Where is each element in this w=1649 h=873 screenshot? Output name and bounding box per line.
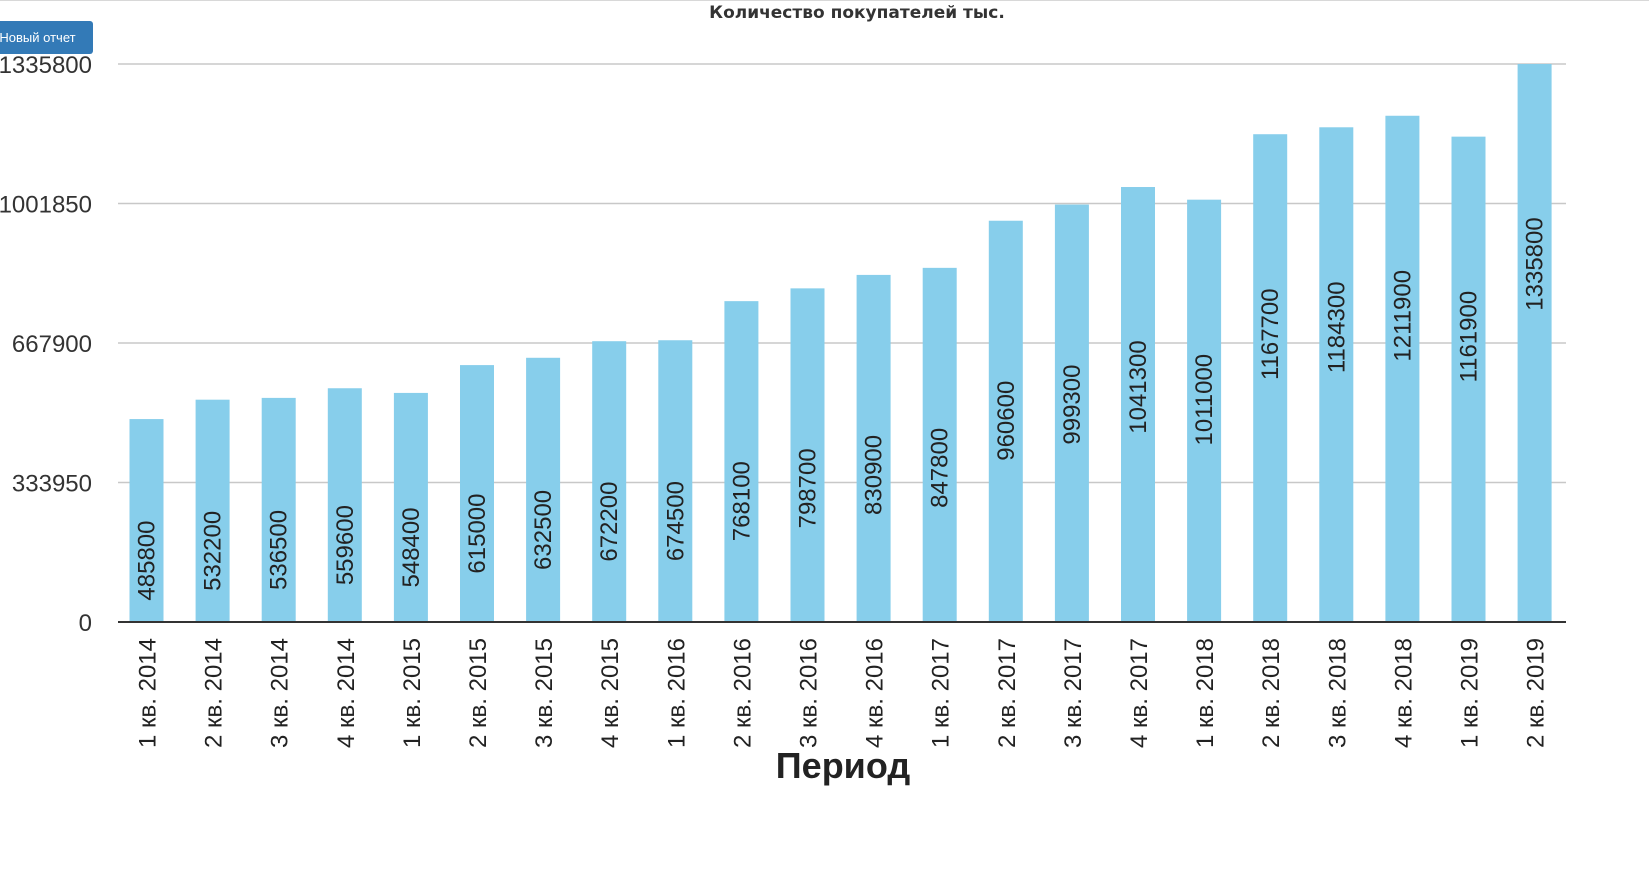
data-label: 1161900 [1456, 291, 1483, 383]
x-axis-ticks: 1 кв. 2014 2 кв. 2014 3 кв. 2014 4 кв. 2014… [135, 638, 1550, 748]
data-label: 1184300 [1323, 281, 1350, 373]
data-label: 536500 [266, 510, 293, 590]
bar [988, 220, 1023, 622]
data-label: 548400 [398, 507, 425, 587]
data-label: 960600 [993, 381, 1020, 461]
bar [460, 365, 494, 622]
bar [922, 267, 957, 622]
y-tick-label: 667900 [12, 331, 92, 358]
bar [1319, 127, 1354, 622]
data-label: 1167700 [1257, 288, 1284, 380]
data-label: 532200 [200, 511, 227, 591]
x-tick-label: 2 кв. 2017 [994, 638, 1021, 748]
x-tick-label: 3 кв. 2018 [1324, 638, 1351, 748]
x-tick-label: 2 кв. 2018 [1258, 638, 1285, 748]
bar [790, 288, 825, 622]
data-label: 615000 [464, 494, 491, 574]
bar [195, 399, 230, 622]
x-tick-label: 1 кв. 2017 [928, 638, 955, 748]
bar [1187, 199, 1222, 622]
bar [658, 340, 693, 622]
data-label: 559600 [332, 505, 359, 585]
bar [724, 301, 759, 622]
data-label: 632500 [530, 490, 557, 570]
x-axis-label: Период [776, 745, 911, 786]
x-tick-label: 4 кв. 2015 [597, 638, 624, 748]
data-label: 1335800 [1522, 217, 1549, 310]
data-label: 1211900 [1389, 270, 1416, 362]
data-label: 485800 [134, 520, 161, 600]
x-tick-label: 2 кв. 2015 [465, 638, 492, 748]
data-labels: 485800 532200 536500 559600 548400 615000 6325… [134, 217, 1549, 600]
x-tick-label: 4 кв. 2017 [1126, 638, 1153, 748]
x-tick-label: 3 кв. 2017 [1060, 638, 1087, 748]
data-label: 768100 [728, 461, 755, 541]
bar [1054, 204, 1089, 623]
y-tick-label: 333950 [12, 471, 92, 498]
bars [129, 64, 1552, 623]
data-label: 1041300 [1125, 340, 1152, 433]
y-tick-label: 0 [79, 610, 92, 637]
new-report-button[interactable]: Новый отчет [0, 21, 93, 54]
data-label: 672200 [596, 482, 623, 562]
bar [129, 419, 164, 622]
y-tick-label: 1335800 [0, 52, 92, 79]
x-tick-label: 1 кв. 2015 [399, 638, 426, 748]
top-border [0, 0, 1649, 1]
x-tick-label: 3 кв. 2014 [267, 638, 294, 748]
x-tick-label: 4 кв. 2018 [1390, 638, 1417, 748]
bar [592, 341, 627, 622]
bar [327, 388, 362, 622]
data-label: 999300 [1059, 365, 1086, 445]
bar [1517, 64, 1552, 622]
x-tick-label: 2 кв. 2014 [201, 638, 228, 748]
y-tick-label: 1001850 [0, 192, 92, 219]
x-tick-label: 4 кв. 2016 [862, 638, 889, 748]
bar [261, 397, 296, 622]
chart-title: Количество покупателей тыс. [709, 3, 1005, 23]
x-tick-label: 4 кв. 2014 [333, 638, 360, 748]
x-tick-label: 2 кв. 2019 [1523, 638, 1550, 748]
x-tick-label: 1 кв. 2014 [135, 638, 162, 748]
x-tick-label: 1 кв. 2018 [1192, 638, 1219, 748]
bar [393, 392, 428, 622]
data-label: 1011000 [1191, 354, 1218, 446]
bar [1385, 115, 1420, 622]
x-tick-label: 2 кв. 2016 [729, 638, 756, 748]
x-tick-label: 1 кв. 2019 [1457, 638, 1484, 748]
x-tick-label: 1 кв. 2016 [663, 638, 690, 748]
data-label: 798700 [795, 448, 822, 528]
data-label: 847800 [927, 428, 954, 508]
x-tick-label: 3 кв. 2016 [796, 638, 823, 748]
bar [1253, 134, 1288, 622]
y-axis-ticks: 0 333950 667900 1001850 1335800 [0, 52, 92, 637]
bar [1451, 136, 1486, 622]
bar [526, 357, 561, 622]
data-label: 830900 [861, 435, 888, 515]
bar [856, 274, 891, 622]
data-label: 674500 [662, 481, 689, 561]
bar [1121, 187, 1155, 622]
x-tick-label: 3 кв. 2015 [531, 638, 558, 748]
